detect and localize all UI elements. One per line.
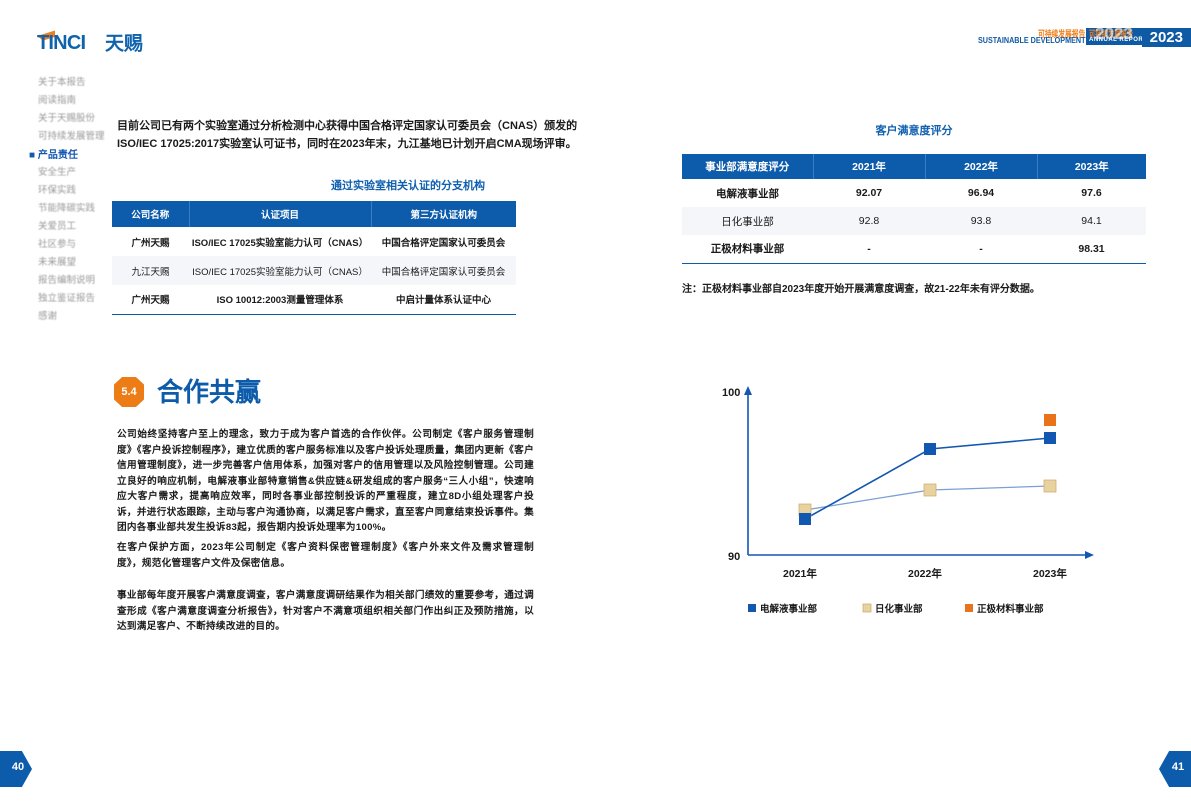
svg-text:日化事业部: 日化事业部: [875, 603, 923, 615]
svg-text:100: 100: [722, 387, 740, 399]
svg-text:2022年: 2022年: [908, 567, 942, 580]
svg-text:电解液事业部: 电解液事业部: [760, 603, 818, 615]
svg-text:天赐: 天赐: [105, 33, 143, 55]
svg-text:正极材料事业部: 正极材料事业部: [977, 603, 1044, 615]
svg-text:2023年: 2023年: [1033, 567, 1067, 580]
svg-text:2021年: 2021年: [783, 567, 817, 580]
svg-text:TINCI: TINCI: [37, 32, 85, 54]
svg-text:90: 90: [728, 551, 740, 563]
